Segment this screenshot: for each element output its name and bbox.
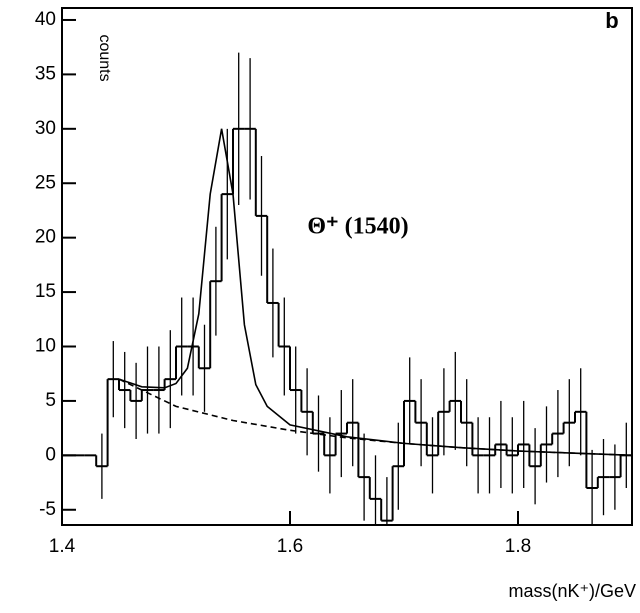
panel-label: b [605,8,618,33]
y-tick-label: 20 [35,227,56,248]
y-axis-label: counts [96,34,113,81]
y-tick-label: 30 [35,118,56,139]
y-tick-label: 0 [45,444,56,465]
y-tick-label: 40 [35,9,56,30]
y-tick-label: 25 [35,172,56,193]
plot-frame [61,7,633,526]
annotation: Θ⁺ (1540) [307,214,408,240]
x-tick-label: 1.4 [49,536,76,557]
y-tick-label: -5 [39,499,56,520]
background-curve [118,378,633,457]
fit-curve [118,128,633,457]
y-tick-label: 15 [35,281,56,302]
x-axis-label: mass(nK⁺)/GeV [508,581,636,601]
y-tick-label: 10 [35,336,56,357]
x-tick-label: 1.8 [505,536,531,557]
y-tick-label: 5 [45,390,56,411]
x-tick-label: 1.6 [277,536,303,557]
y-tick-label: 35 [35,63,56,84]
